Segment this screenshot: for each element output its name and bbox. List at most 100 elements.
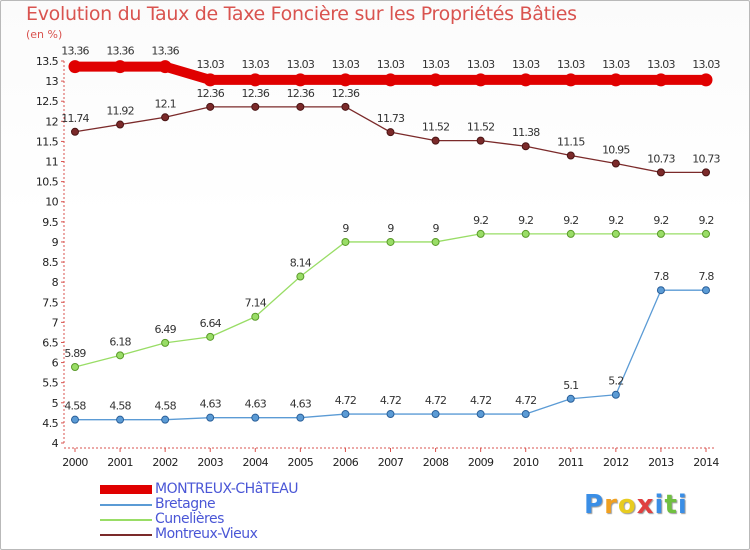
data-point	[384, 73, 397, 87]
data-point	[431, 410, 440, 419]
data-point	[566, 151, 575, 160]
legend-swatch	[100, 504, 152, 506]
data-label: 4.72	[335, 394, 356, 407]
data-label: 4.58	[109, 400, 131, 413]
data-point	[251, 312, 260, 321]
data-label: 4.58	[64, 400, 86, 413]
data-label: 11.92	[106, 105, 134, 118]
y-tick-label: 11.5	[36, 135, 59, 148]
data-point	[431, 136, 440, 145]
data-point	[476, 229, 485, 238]
data-point	[521, 410, 530, 419]
y-tick-label: 6.5	[42, 336, 58, 349]
data-label: 10.73	[692, 152, 720, 165]
data-point	[341, 410, 350, 419]
data-label: 4.63	[290, 398, 312, 411]
legend-swatch	[100, 485, 152, 494]
data-label: 6.18	[109, 335, 131, 348]
y-tick-label: 9.5	[42, 216, 58, 229]
data-label: 13.03	[512, 58, 540, 71]
data-point	[161, 415, 170, 424]
data-point	[386, 128, 395, 137]
data-label: 13.03	[196, 58, 224, 71]
x-tick-label: 2002	[152, 456, 178, 469]
data-label: 9.2	[608, 214, 623, 227]
data-label: 12.36	[196, 87, 224, 100]
data-label: 4.58	[154, 400, 176, 413]
data-label: 4.72	[380, 394, 401, 407]
data-point	[656, 229, 665, 238]
data-label: 9.2	[653, 214, 668, 227]
legend-swatch	[100, 534, 152, 536]
y-tick-label: 12.5	[36, 95, 59, 108]
y-tick-label: 10.5	[36, 176, 59, 189]
data-label: 11.52	[422, 121, 450, 134]
legend-swatch	[100, 519, 152, 521]
y-tick-label: 7.5	[42, 296, 58, 309]
y-tick-label: 13	[45, 75, 58, 88]
data-label: 4.63	[245, 398, 267, 411]
data-label: 9.2	[563, 214, 578, 227]
y-tick-label: 7	[52, 316, 59, 329]
data-label: 13.03	[287, 58, 315, 71]
data-label: 10.95	[602, 144, 630, 157]
y-tick-label: 8.5	[42, 256, 58, 269]
data-point	[611, 159, 620, 168]
x-tick-label: 2011	[558, 456, 584, 469]
data-label: 7.8	[698, 270, 714, 283]
data-point	[609, 73, 623, 87]
data-point	[248, 73, 262, 87]
data-label: 11.52	[467, 121, 495, 134]
data-label: 13.36	[151, 45, 179, 58]
proxiti-logo: Proxiti	[584, 490, 688, 520]
data-point	[71, 415, 79, 424]
data-point	[296, 413, 305, 422]
data-point	[71, 127, 79, 136]
x-tick-label: 2004	[242, 456, 268, 469]
legend-label: Montreux-Vieux	[155, 526, 258, 542]
x-tick-label: 2006	[333, 456, 359, 469]
data-point	[251, 413, 260, 422]
data-point	[116, 415, 125, 424]
data-point	[71, 363, 79, 372]
data-label: 6.64	[200, 317, 222, 330]
data-label: 13.03	[557, 58, 585, 71]
data-point	[341, 102, 350, 111]
data-label: 11.15	[557, 135, 585, 148]
x-tick-label: 2001	[107, 456, 133, 469]
data-point	[341, 237, 350, 246]
data-label: 7.14	[245, 297, 267, 310]
data-label: 13.36	[61, 45, 89, 58]
data-point	[293, 73, 307, 87]
data-point	[656, 168, 665, 177]
data-label: 12.1	[154, 97, 175, 110]
data-label: 5.89	[64, 347, 86, 360]
data-label: 13.03	[422, 58, 450, 71]
legend-label: Bretagne	[155, 496, 216, 512]
data-point	[116, 120, 125, 129]
data-point	[116, 351, 125, 360]
data-label: 7.8	[653, 270, 669, 283]
x-tick-label: 2009	[468, 456, 494, 469]
data-point	[431, 237, 440, 246]
data-point	[476, 136, 485, 145]
data-label: 4.72	[515, 394, 536, 407]
data-point	[429, 73, 443, 87]
chart-title: Evolution du Taux de Taxe Foncière sur l…	[26, 3, 577, 25]
y-axis-unit: (en %)	[26, 28, 63, 41]
data-point	[656, 286, 665, 295]
data-point	[161, 338, 170, 347]
data-label: 13.03	[647, 58, 675, 71]
logo-letter: i	[654, 490, 665, 520]
data-point	[206, 102, 215, 111]
data-point	[296, 102, 305, 111]
data-point	[702, 286, 710, 295]
data-label: 10.73	[647, 152, 675, 165]
data-label: 5.1	[563, 379, 578, 392]
data-label: 11.73	[377, 112, 405, 125]
data-point	[386, 237, 395, 246]
data-label: 11.38	[512, 126, 540, 139]
logo-letter: t	[664, 490, 678, 520]
data-label: 12.36	[287, 87, 315, 100]
